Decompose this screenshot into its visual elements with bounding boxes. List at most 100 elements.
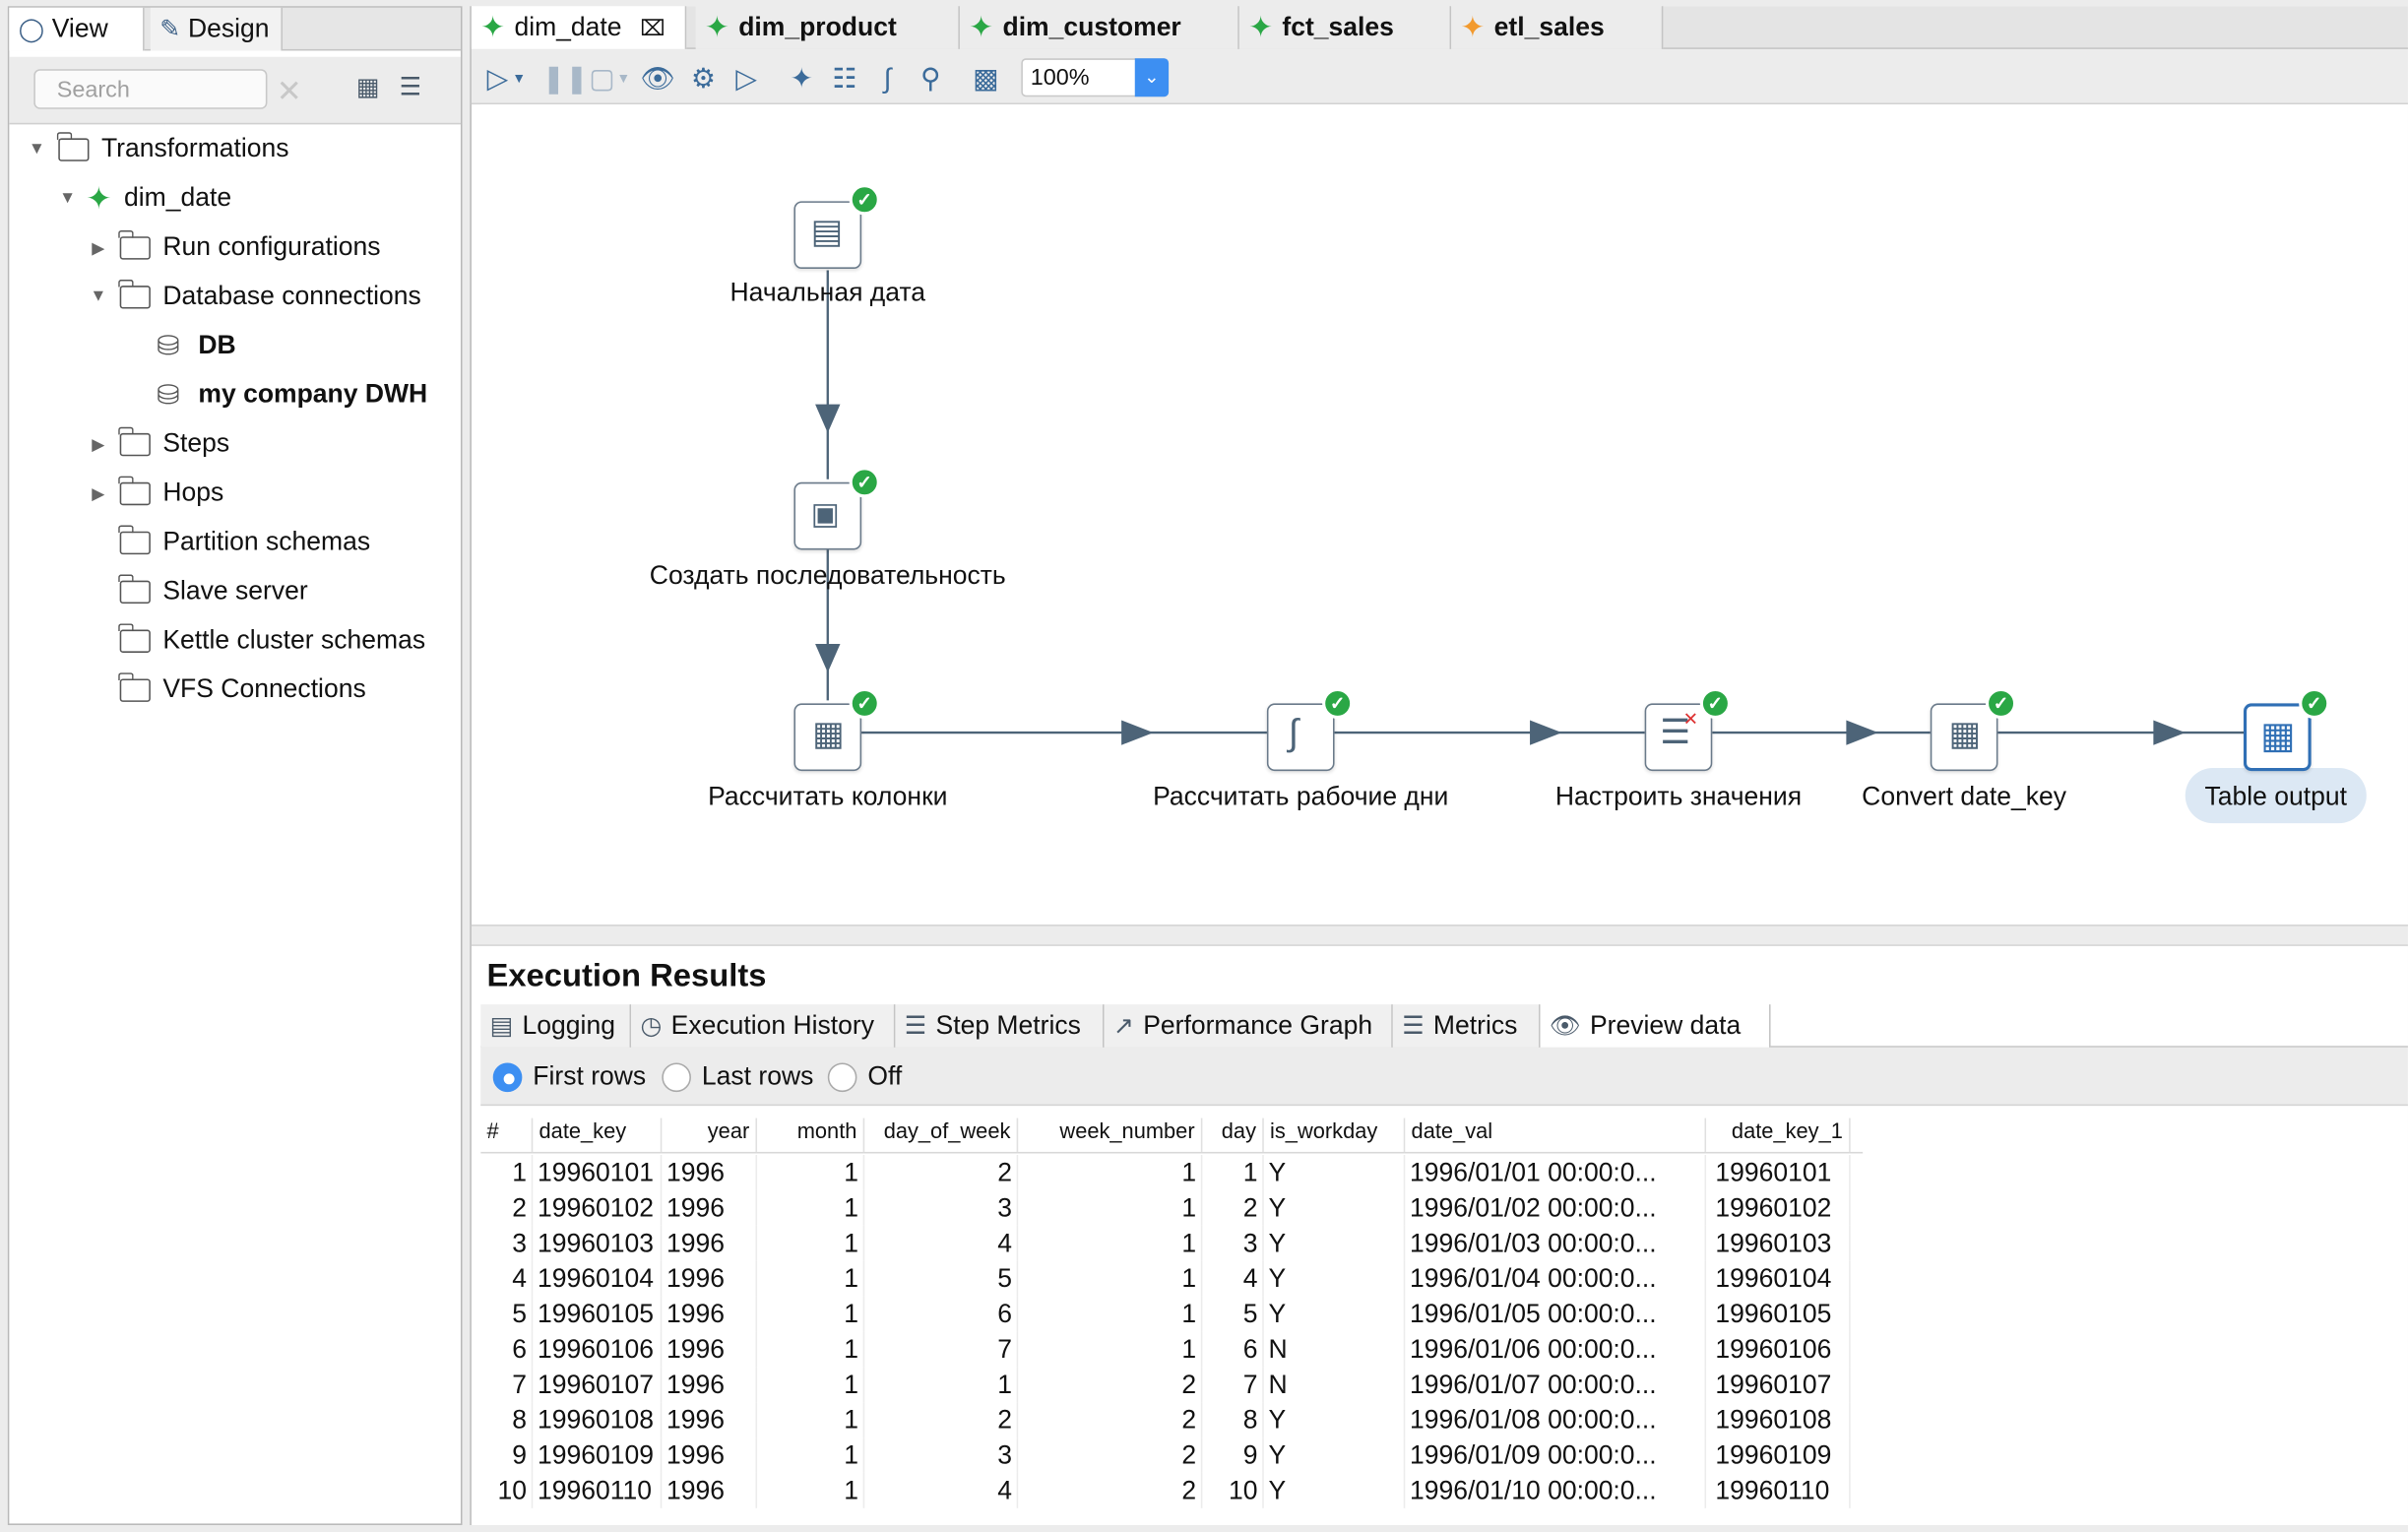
table-cell[interactable]: 3 [864,1437,1019,1473]
table-cell[interactable]: 3 [480,1225,534,1261]
table-cell[interactable]: 1996 [662,1189,758,1226]
table-cell[interactable]: 19960107 [1706,1367,1851,1403]
tree-item-my-company-dwh[interactable]: ⛁ my company DWH [157,376,427,413]
table-cell[interactable]: 19960109 [533,1437,663,1473]
tab-dim-customer[interactable]: ✦ dim_customer [959,6,1239,49]
column-header[interactable]: date_key [533,1117,663,1152]
tree-item-kettle-cluster-schemas[interactable]: Kettle cluster schemas [118,622,425,659]
table-cell[interactable]: 5 [480,1296,534,1332]
expanded-arrow-icon[interactable]: ▼ [28,139,45,159]
radio-off[interactable]: Off [827,1061,902,1092]
tree-item-partition-schemas[interactable]: Partition schemas [118,524,370,560]
column-header[interactable]: day [1202,1117,1264,1152]
table-cell[interactable]: 1 [757,1437,865,1473]
table-cell[interactable]: Y [1264,1296,1406,1332]
table-cell[interactable]: 4 [864,1472,1019,1508]
table-cell[interactable]: 10 [480,1472,534,1508]
impact-icon[interactable]: ☷ [832,62,857,95]
tree-item-hops[interactable]: ▶ Hops [86,475,223,511]
table-cell[interactable]: 3 [1202,1225,1264,1261]
table-cell[interactable]: 7 [1202,1367,1264,1403]
table-cell[interactable]: 1996/01/06 00:00:0... [1405,1331,1707,1368]
table-cell[interactable]: 1996/01/05 00:00:0... [1405,1296,1707,1332]
radio-last-rows[interactable]: Last rows [662,1061,813,1092]
table-cell[interactable]: 2 [480,1189,534,1226]
table-cell[interactable]: 19960104 [1706,1260,1851,1297]
table-cell[interactable]: 1 [480,1155,534,1190]
table-cell[interactable]: 2 [864,1402,1019,1438]
step-table-output[interactable]: ▦ [2244,703,2312,772]
table-cell[interactable]: 8 [1202,1402,1264,1438]
table-cell[interactable]: 1996 [662,1367,758,1403]
transformation-canvas[interactable]: ▤ ✓ Начальная дата ▣ ✓ Создать последова… [480,104,2408,926]
step-start-date[interactable]: ▤ [793,201,862,269]
stop-icon[interactable]: ▢ [589,62,615,95]
zoom-select[interactable]: 100% ⌄ [1021,58,1170,97]
table-cell[interactable]: 1996/01/03 00:00:0... [1405,1225,1707,1261]
table-cell[interactable]: 19960110 [533,1472,663,1508]
step-convert-date-key[interactable]: ▦ [1930,703,1998,772]
table-cell[interactable]: 1996/01/09 00:00:0... [1405,1437,1707,1473]
tab-design[interactable]: ✎ Design [150,7,284,51]
tree-item-dim-date[interactable]: ▼ ✦ dim_date [55,180,231,217]
table-cell[interactable]: 1996 [662,1225,758,1261]
table-cell[interactable]: Y [1264,1260,1406,1297]
table-cell[interactable]: 19960105 [533,1296,663,1332]
table-cell[interactable]: 1 [757,1260,865,1297]
table-cell[interactable]: 2 [1202,1189,1264,1226]
run-dropdown-icon[interactable]: ▼ [512,70,527,87]
chevron-down-icon[interactable]: ⌄ [1134,58,1170,97]
table-cell[interactable]: 19960103 [533,1225,663,1261]
column-header[interactable]: month [757,1117,865,1152]
table-cell[interactable]: 2 [1018,1367,1203,1403]
table-cell[interactable]: 7 [480,1367,534,1403]
table-cell[interactable]: 9 [1202,1437,1264,1473]
replay-icon[interactable]: ▷ [735,62,757,95]
expand-all-icon[interactable]: ▦ [355,75,380,101]
table-cell[interactable]: 10 [1202,1472,1264,1508]
debug-icon[interactable]: ⚙ [690,62,717,95]
tree-item-vfs-connections[interactable]: VFS Connections [118,671,366,708]
table-cell[interactable]: 1996 [662,1472,758,1508]
table-cell[interactable]: 1 [757,1155,865,1190]
column-header[interactable]: week_number [1018,1117,1203,1152]
radio-icon[interactable] [662,1061,691,1092]
tab-view[interactable]: ◯ View [9,7,145,51]
table-cell[interactable]: 1 [1018,1331,1203,1368]
table-cell[interactable]: 1 [757,1296,865,1332]
table-cell[interactable]: Y [1264,1155,1406,1190]
tab-etl-sales[interactable]: ✦ etl_sales [1451,6,1664,49]
clear-search-icon[interactable]: ✕ [276,75,302,109]
table-cell[interactable]: 1996 [662,1331,758,1368]
table-cell[interactable]: 19960106 [1706,1331,1851,1368]
table-cell[interactable]: 1 [757,1367,865,1403]
table-cell[interactable]: Y [1264,1472,1406,1508]
expanded-arrow-icon[interactable]: ▼ [59,188,77,208]
grid-icon[interactable]: ▩ [973,62,999,95]
table-cell[interactable]: 1996 [662,1260,758,1297]
table-cell[interactable]: Y [1264,1437,1406,1473]
radio-first-rows[interactable]: First rows [492,1061,646,1092]
radio-selected-icon[interactable] [492,1061,523,1092]
table-cell[interactable]: 6 [480,1331,534,1368]
run-icon[interactable]: ▷ [486,62,509,95]
tab-step-metrics[interactable]: ☰ Step Metrics [895,1004,1105,1048]
search-input[interactable] [33,69,268,109]
column-header[interactable]: day_of_week [864,1117,1019,1152]
table-cell[interactable]: 1 [1018,1225,1203,1261]
table-cell[interactable]: 5 [864,1260,1019,1297]
table-cell[interactable]: 2 [1018,1437,1203,1473]
table-cell[interactable]: N [1264,1367,1406,1403]
table-cell[interactable]: 1 [757,1189,865,1226]
expanded-arrow-icon[interactable]: ▼ [90,287,107,306]
table-cell[interactable]: 1 [1018,1260,1203,1297]
collapsed-arrow-icon[interactable]: ▶ [92,435,105,454]
tree-item-db[interactable]: ⛁ DB [157,327,236,363]
table-cell[interactable]: N [1264,1331,1406,1368]
table-cell[interactable]: 2 [1018,1472,1203,1508]
table-cell[interactable]: 1 [757,1225,865,1261]
column-header[interactable]: # [480,1117,534,1152]
radio-icon[interactable] [827,1061,857,1092]
table-cell[interactable]: 19960110 [1706,1472,1851,1508]
collapsed-arrow-icon[interactable]: ▶ [92,238,105,258]
